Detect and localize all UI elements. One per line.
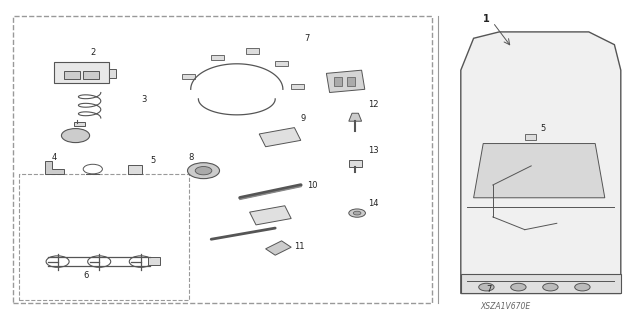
Bar <box>83 71 99 79</box>
Polygon shape <box>259 128 301 147</box>
Bar <box>525 134 536 140</box>
Text: 12: 12 <box>368 100 378 109</box>
Text: 5: 5 <box>541 124 546 133</box>
Text: 1: 1 <box>483 14 490 24</box>
Circle shape <box>349 209 365 217</box>
Circle shape <box>353 211 361 215</box>
Text: 13: 13 <box>368 146 379 155</box>
Text: 7: 7 <box>486 285 492 294</box>
Circle shape <box>479 283 494 291</box>
Bar <box>347 77 355 86</box>
Text: 4: 4 <box>51 152 56 161</box>
Polygon shape <box>250 206 291 225</box>
Circle shape <box>511 283 526 291</box>
Text: 11: 11 <box>294 242 305 251</box>
Circle shape <box>195 167 212 175</box>
Bar <box>19 174 189 300</box>
Polygon shape <box>326 70 365 93</box>
Bar <box>64 71 80 79</box>
Text: 14: 14 <box>368 199 378 208</box>
Text: 9: 9 <box>301 114 306 123</box>
Text: 8: 8 <box>189 152 194 161</box>
Circle shape <box>188 163 220 179</box>
Bar <box>182 74 195 79</box>
Text: 10: 10 <box>307 181 317 190</box>
Circle shape <box>575 283 590 291</box>
Text: 7: 7 <box>304 34 309 43</box>
Bar <box>54 62 109 83</box>
Bar <box>148 257 160 265</box>
Text: XSZA1V670E: XSZA1V670E <box>481 302 531 311</box>
Bar <box>211 55 224 60</box>
Bar <box>109 69 116 78</box>
Polygon shape <box>349 113 362 121</box>
Polygon shape <box>474 144 605 198</box>
Polygon shape <box>461 32 621 293</box>
Circle shape <box>543 283 558 291</box>
Circle shape <box>61 129 90 143</box>
Polygon shape <box>461 274 621 293</box>
Bar <box>275 61 288 66</box>
Bar <box>291 84 304 89</box>
Bar <box>334 77 342 86</box>
Bar <box>74 122 85 126</box>
Text: 3: 3 <box>141 95 146 104</box>
Polygon shape <box>266 241 291 255</box>
Polygon shape <box>45 161 64 174</box>
Text: 2: 2 <box>90 48 95 57</box>
Bar <box>128 165 142 174</box>
Text: 5: 5 <box>150 156 156 165</box>
Text: 6: 6 <box>83 271 88 279</box>
Bar <box>246 48 259 54</box>
Bar <box>13 16 432 303</box>
Bar <box>349 160 362 167</box>
